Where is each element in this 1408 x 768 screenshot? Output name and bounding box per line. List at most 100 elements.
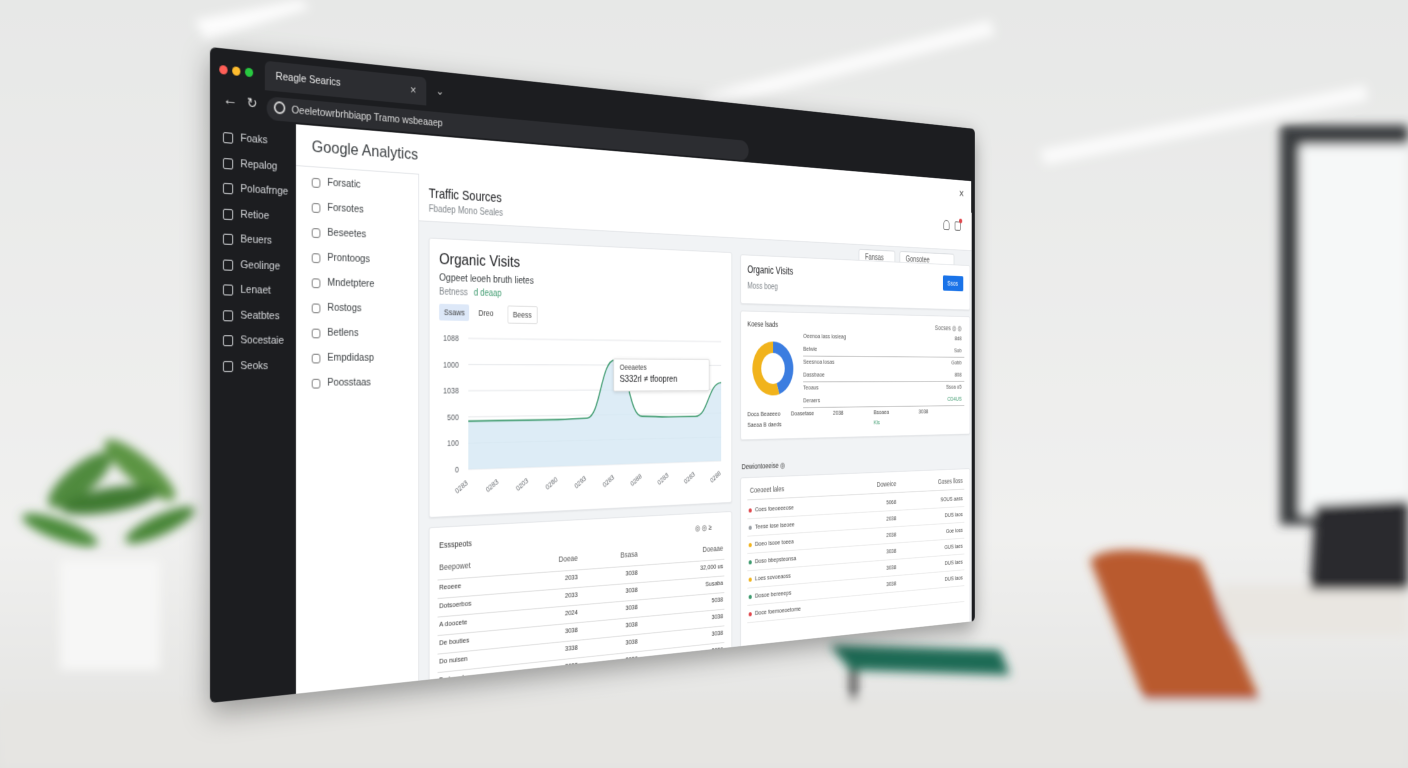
column-header: Doeaae	[702, 543, 724, 554]
nav-item[interactable]: Seatbtes	[240, 309, 280, 322]
nav-icon	[222, 284, 234, 296]
page-subtitle: Fbadep Mono Seales	[428, 204, 504, 219]
page-title: Traffic Sources	[428, 185, 502, 205]
nav-item[interactable]: Retioe	[240, 208, 270, 222]
column-header: Doweice	[876, 479, 897, 489]
row-divider	[803, 381, 965, 383]
side-nav-item[interactable]: Beseetes	[327, 226, 367, 241]
y-tick-label: 1038	[443, 386, 459, 396]
tooltip-value: S332rl ≠ tfoopren	[619, 374, 678, 385]
row-dot	[748, 525, 752, 530]
side-nav-icon	[311, 378, 321, 389]
nav-icon	[222, 258, 234, 271]
nav-item[interactable]: Beuers	[240, 233, 272, 247]
table-cell: 3038	[625, 585, 638, 595]
nav-icon	[222, 335, 234, 347]
search-icon	[273, 100, 286, 115]
main-area: Traffic Sources Fbadep Mono Seales Fansas G…	[418, 173, 972, 697]
donut-hole	[761, 352, 785, 385]
chart-note-highlight: d deaap	[473, 288, 502, 299]
tab-title: Reagle Searics	[275, 70, 341, 89]
row-dot	[748, 508, 752, 513]
x-tick-label: 0283	[601, 473, 615, 489]
nav-item[interactable]: Socestaie	[240, 334, 284, 347]
grid-line	[468, 338, 721, 341]
chart-note: Betness	[439, 287, 468, 299]
stat-text: Doca Beaeeeo	[747, 409, 781, 418]
source-value: Sob	[954, 346, 962, 354]
side-nav-item[interactable]: Empdidasp	[327, 351, 374, 364]
nav-icon	[222, 182, 234, 195]
x-tick-label: 0203	[515, 476, 530, 492]
table-cell: Goe loss	[945, 526, 963, 535]
chart-card: Organic Visits Ogpeet leoeh bruth lietes B…	[428, 237, 733, 518]
table-cell: 2033	[564, 572, 578, 582]
x-tick-label: 0288	[629, 472, 643, 488]
reload-button: ↻	[246, 94, 258, 112]
visits-card: Organic Visits Moss boeg Ssos	[740, 254, 971, 311]
nav-item[interactable]: Repalog	[240, 157, 278, 173]
stat-text: 3038	[918, 407, 929, 415]
table-cell: DUS laos	[944, 510, 963, 519]
visits-title: Organic Visits	[747, 263, 794, 278]
row-dot	[748, 542, 752, 548]
source-value: Ssoa o5	[946, 383, 962, 391]
row-dot	[748, 560, 752, 565]
line-chart: 0 100 500 1038 1000 1088 0283 0283 0203 0280 0293 0…	[443, 333, 732, 495]
page-header: Traffic Sources Fbadep Mono Seales	[419, 173, 972, 252]
chart-tab[interactable]: Beess	[507, 305, 538, 325]
chart-tab[interactable]: Ssaws	[439, 303, 470, 321]
badge	[959, 218, 963, 224]
nav-item[interactable]: Lenaet	[240, 283, 271, 297]
side-nav-item[interactable]: Mndetptere	[327, 276, 375, 290]
side-nav-icon	[311, 278, 321, 289]
column-header: Goses lloss	[937, 476, 963, 486]
tooltip-title: Oeeaetes	[619, 362, 647, 372]
nav-item[interactable]: Seoks	[240, 359, 269, 372]
column-header: Bsasa	[620, 549, 638, 560]
tooltip: Oeeaetes S332rl ≠ tfoopren	[613, 358, 710, 392]
row-dot	[748, 612, 752, 617]
app-title: Google Analytics	[311, 137, 418, 164]
sessions-controls: ◎ ◎ ≥	[695, 522, 712, 533]
nav-icon	[222, 360, 234, 372]
chart-subtitle: Ogpeet leoeh bruth lietes	[439, 272, 534, 287]
table-cell: DUS laes	[944, 558, 963, 567]
stat-text: Doasetase	[790, 409, 815, 418]
side-nav-item[interactable]: Forsotes	[327, 201, 364, 216]
row-dot	[748, 577, 752, 582]
source-value: 8d8	[954, 334, 962, 342]
x-tick-label: 0280	[544, 475, 559, 491]
chart-title: Organic Visits	[439, 250, 521, 271]
x-tick-label: 0283	[656, 471, 669, 486]
side-nav-item[interactable]: Forsatic	[327, 176, 361, 191]
donut-controls: Socses ◎ ◎	[934, 323, 962, 332]
x-tick-label: 0288	[709, 469, 722, 484]
nav-item[interactable]: Foaks	[240, 132, 268, 147]
source-label: Oeenoa lass losieag	[803, 332, 847, 341]
side-nav-item[interactable]: Poosstaas	[327, 376, 371, 389]
stat-text: 2038	[832, 409, 844, 417]
side-nav-item[interactable]: Rostogs	[327, 301, 362, 315]
table-cell: 3038	[625, 568, 638, 578]
nav-item[interactable]: Geolinge	[240, 258, 281, 272]
side-nav-item[interactable]: Prontoogs	[327, 251, 370, 266]
nav-icon	[222, 157, 234, 170]
table-cell: 2038	[886, 530, 897, 539]
nav-item[interactable]: Poloafrnge	[240, 182, 289, 198]
window-dot	[219, 64, 228, 75]
side-nav-icon	[311, 253, 321, 264]
chart-tab[interactable]: Dreo	[474, 305, 503, 322]
table-cell: GUS laes	[944, 542, 963, 551]
bell-icon	[943, 219, 950, 231]
side-nav-icon	[311, 202, 321, 214]
visits-button[interactable]: Ssos	[942, 275, 964, 292]
y-tick-label: 100	[447, 439, 459, 449]
app-close: ×	[959, 187, 964, 201]
chart-tab-label: Beess	[512, 310, 532, 320]
source-value: CD4US	[947, 395, 962, 403]
table-cell: SOUS aass	[940, 494, 963, 503]
devices-title: Dewiontoeeise ◎	[741, 461, 786, 471]
table-cell: 3038	[886, 547, 897, 555]
side-nav-item[interactable]: Betlens	[327, 326, 359, 339]
